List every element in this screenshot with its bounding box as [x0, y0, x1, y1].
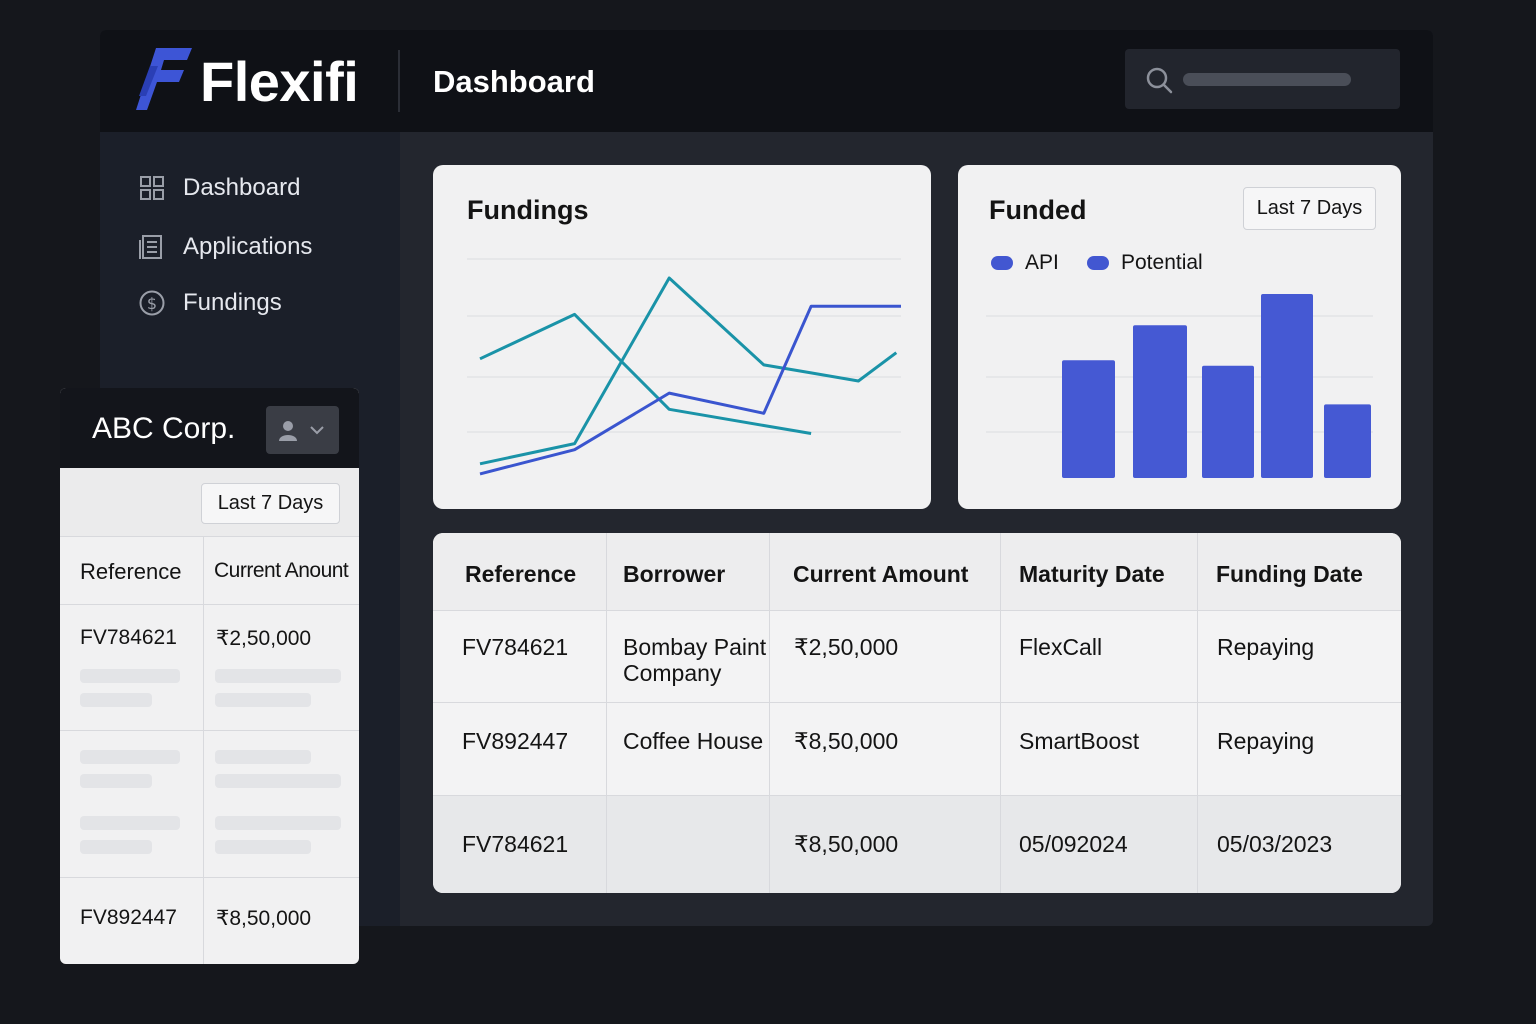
company-panel: ABC Corp. Last 7 Days Reference Current … — [60, 388, 359, 964]
app-logo-text: Flexifi — [200, 50, 359, 113]
legend-item-api: API — [991, 251, 1059, 275]
skeleton-line — [80, 840, 152, 854]
legend-item-potential: Potential — [1087, 251, 1203, 275]
sidebar-item-dashboard[interactable]: Dashboard — [138, 170, 300, 206]
panel-column-header-reference[interactable]: Reference — [80, 559, 182, 584]
skeleton-line — [215, 669, 341, 683]
search-icon — [1146, 67, 1173, 94]
panel-cell-reference: FV784621 — [80, 626, 177, 649]
series-line-2 — [479, 304, 901, 476]
column-divider — [606, 533, 607, 893]
row-divider — [433, 702, 1401, 703]
cell-borrower-line2: Company — [623, 660, 722, 686]
bar — [1202, 365, 1254, 478]
bar — [1062, 360, 1115, 478]
column-divider — [769, 533, 770, 893]
legend-potential-label: Potential — [1121, 251, 1203, 274]
funded-card-title: Funded — [989, 195, 1087, 225]
panel-cell-reference: FV892447 — [80, 906, 177, 929]
skeleton-line — [80, 774, 152, 788]
row-divider — [60, 536, 359, 537]
chevron-down-icon — [310, 426, 324, 435]
panel-range-dropdown[interactable]: Last 7 Days — [201, 483, 340, 524]
sidebar-item-label: Applications — [183, 233, 313, 260]
fundings-line-chart — [467, 258, 901, 476]
row-divider — [60, 877, 359, 878]
fundings-card: Fundings — [433, 165, 931, 509]
company-panel-header: ABC Corp. — [60, 388, 359, 468]
dollar-circle-icon: $ — [139, 290, 165, 316]
skeleton-line — [80, 750, 180, 764]
panel-cell-amount: ₹2,50,000 — [216, 627, 312, 650]
cell-funding: Repaying — [1217, 728, 1315, 754]
cell-funding: 05/03/2023 — [1217, 831, 1333, 857]
table-header-row — [433, 533, 1401, 610]
column-divider — [1197, 533, 1198, 893]
skeleton-line — [215, 840, 311, 854]
legend-potential-swatch — [1087, 256, 1109, 270]
cell-maturity: FlexCall — [1019, 634, 1103, 660]
row-divider — [60, 730, 359, 731]
legend-api-label: API — [1025, 251, 1059, 274]
cell-reference: FV784621 — [462, 831, 569, 857]
skeleton-line — [215, 693, 311, 707]
cell-maturity: 05/092024 — [1019, 831, 1128, 857]
panel-column-header-amount[interactable]: Current Anount — [214, 559, 349, 582]
cell-maturity: SmartBoost — [1019, 728, 1140, 754]
flexifi-logo-icon — [136, 48, 192, 110]
cell-amount: ₹8,50,000 — [794, 831, 899, 857]
row-divider — [433, 795, 1401, 796]
search-box[interactable] — [1125, 49, 1400, 109]
cell-amount: ₹8,50,000 — [794, 728, 899, 754]
bar — [1261, 294, 1313, 478]
search-input[interactable] — [1183, 73, 1351, 86]
column-header-maturity-date[interactable]: Maturity Date — [1019, 561, 1165, 587]
column-header-funding-date[interactable]: Funding Date — [1216, 561, 1363, 587]
top-bar: Flexifi Dashboard — [100, 30, 1433, 132]
skeleton-line — [80, 816, 180, 830]
skeleton-line — [215, 774, 341, 788]
column-header-borrower[interactable]: Borrower — [623, 561, 726, 587]
user-icon — [279, 421, 297, 441]
svg-text:$: $ — [147, 294, 157, 313]
page-title: Dashboard — [433, 64, 595, 99]
cell-reference: FV892447 — [462, 728, 569, 754]
user-menu-button[interactable] — [266, 406, 339, 454]
skeleton-line — [80, 669, 180, 683]
column-header-reference[interactable]: Reference — [465, 561, 577, 587]
sidebar-item-applications[interactable]: Applications — [138, 229, 312, 265]
document-icon — [139, 235, 162, 259]
cell-reference: FV784621 — [462, 634, 569, 660]
column-divider — [203, 536, 204, 964]
row-divider — [60, 604, 359, 605]
fundings-card-title: Fundings — [467, 195, 589, 225]
cell-borrower: Bombay Paint — [623, 634, 767, 660]
topbar-divider — [398, 50, 400, 112]
column-header-current-amount[interactable]: Current Amount — [793, 561, 969, 587]
funded-card: Funded Last 7 Days API Potential — [958, 165, 1401, 509]
fundings-table: Reference Borrower Current Amount Maturi… — [433, 533, 1401, 893]
cell-funding: Repaying — [1217, 634, 1315, 660]
skeleton-line — [215, 750, 311, 764]
skeleton-line — [80, 693, 152, 707]
sidebar-item-label: Dashboard — [183, 174, 301, 201]
legend-api-swatch — [991, 256, 1013, 270]
grid-icon — [140, 176, 164, 200]
funded-range-dropdown[interactable]: Last 7 Days — [1243, 187, 1376, 230]
series-line-0 — [479, 312, 812, 435]
panel-cell-amount: ₹8,50,000 — [216, 907, 312, 930]
cell-amount: ₹2,50,000 — [794, 634, 899, 660]
company-name: ABC Corp. — [92, 412, 236, 445]
series-line-1 — [479, 276, 898, 466]
cell-borrower: Coffee House — [623, 728, 764, 754]
sidebar-item-fundings[interactable]: $ Fundings — [138, 285, 282, 321]
row-divider — [433, 610, 1401, 611]
funded-bar-chart — [986, 294, 1373, 478]
column-divider — [1000, 533, 1001, 893]
table-row-highlight — [433, 795, 1401, 893]
skeleton-line — [215, 816, 341, 830]
bar — [1324, 404, 1371, 478]
bar — [1133, 325, 1187, 478]
sidebar-item-label: Fundings — [183, 289, 282, 316]
